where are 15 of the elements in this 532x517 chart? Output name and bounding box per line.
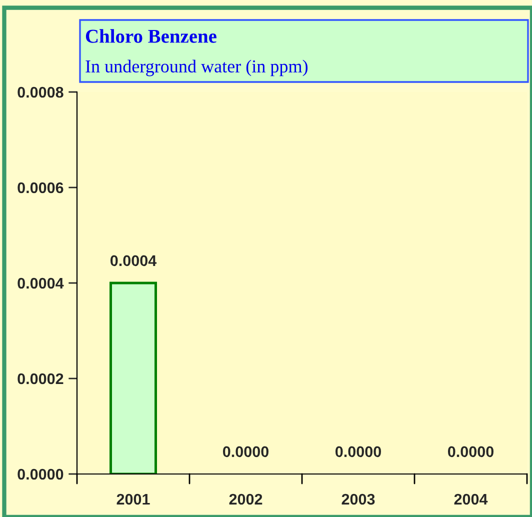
x-tick-label: 2003	[342, 494, 375, 505]
chart-subtitle: In underground water (in ppm)	[86, 60, 308, 76]
x-tick-label: 2001	[116, 494, 150, 505]
y-tick-label: 0.0004	[18, 278, 64, 289]
data-label: 0.0000	[222, 446, 268, 458]
y-tick-label: 0.0002	[18, 373, 64, 384]
data-label: 0.0000	[448, 446, 494, 458]
data-label: 0.0004	[110, 255, 157, 266]
y-tick-label: 0.0008	[18, 86, 64, 98]
x-tick-label: 2004	[454, 494, 488, 505]
y-tick-label: 0.0006	[18, 182, 64, 194]
x-tick-label: 2002	[229, 494, 262, 505]
data-label: 0.0000	[335, 446, 381, 458]
y-tick-label: 0.0000	[18, 468, 64, 480]
chart-title: Chloro Benzene	[86, 29, 216, 43]
